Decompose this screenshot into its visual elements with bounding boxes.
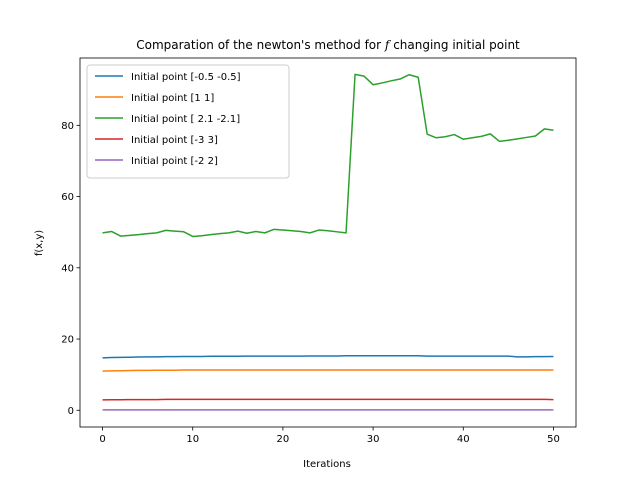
chart-title: Comparation of the newton's method for f… <box>136 38 520 52</box>
x-axis-label: Iterations <box>303 459 351 470</box>
series-lines <box>102 73 554 411</box>
y-tick-label: 20 <box>61 335 74 346</box>
x-tick-label: 20 <box>277 434 290 445</box>
x-tick-label: 50 <box>547 434 560 445</box>
y-tick-label: 60 <box>61 192 74 203</box>
x-tick-label: 40 <box>457 434 470 445</box>
x-axis-ticks: 0 10 20 30 40 50 <box>99 427 560 445</box>
y-tick-label: 80 <box>61 121 74 132</box>
x-tick-label: 30 <box>367 434 380 445</box>
legend-entry-label: Initial point [1 1] <box>131 93 214 104</box>
x-tick-label: 10 <box>186 434 199 445</box>
chart-title-suffix: changing initial point <box>393 38 520 52</box>
series-line-4 <box>102 398 554 401</box>
legend-box <box>86 64 290 179</box>
y-tick-label: 40 <box>61 263 74 274</box>
legend-entry-label: Initial point [-3 3] <box>131 135 218 146</box>
legend-entry-label: Initial point [-0.5 -0.5] <box>131 72 241 83</box>
chart-title-math: f <box>384 38 392 52</box>
axes-frame <box>79 57 577 428</box>
legend: Initial point [-0.5 -0.5] Initial point [… <box>86 64 290 179</box>
chart-title-main: Comparation of the newton's method for <box>136 38 381 52</box>
series-line-3 <box>102 73 554 238</box>
y-axis-ticks: 0 20 40 60 80 <box>61 121 80 417</box>
x-tick-label: 0 <box>99 434 105 445</box>
legend-entry-label: Initial point [-2 2] <box>131 156 218 167</box>
series-line-1 <box>102 355 554 359</box>
series-line-2 <box>102 369 554 372</box>
legend-entry-label: Initial point [ 2.1 -2.1] <box>131 114 240 125</box>
y-tick-label: 0 <box>68 406 74 417</box>
y-axis-label: f(x,y) <box>34 230 45 256</box>
